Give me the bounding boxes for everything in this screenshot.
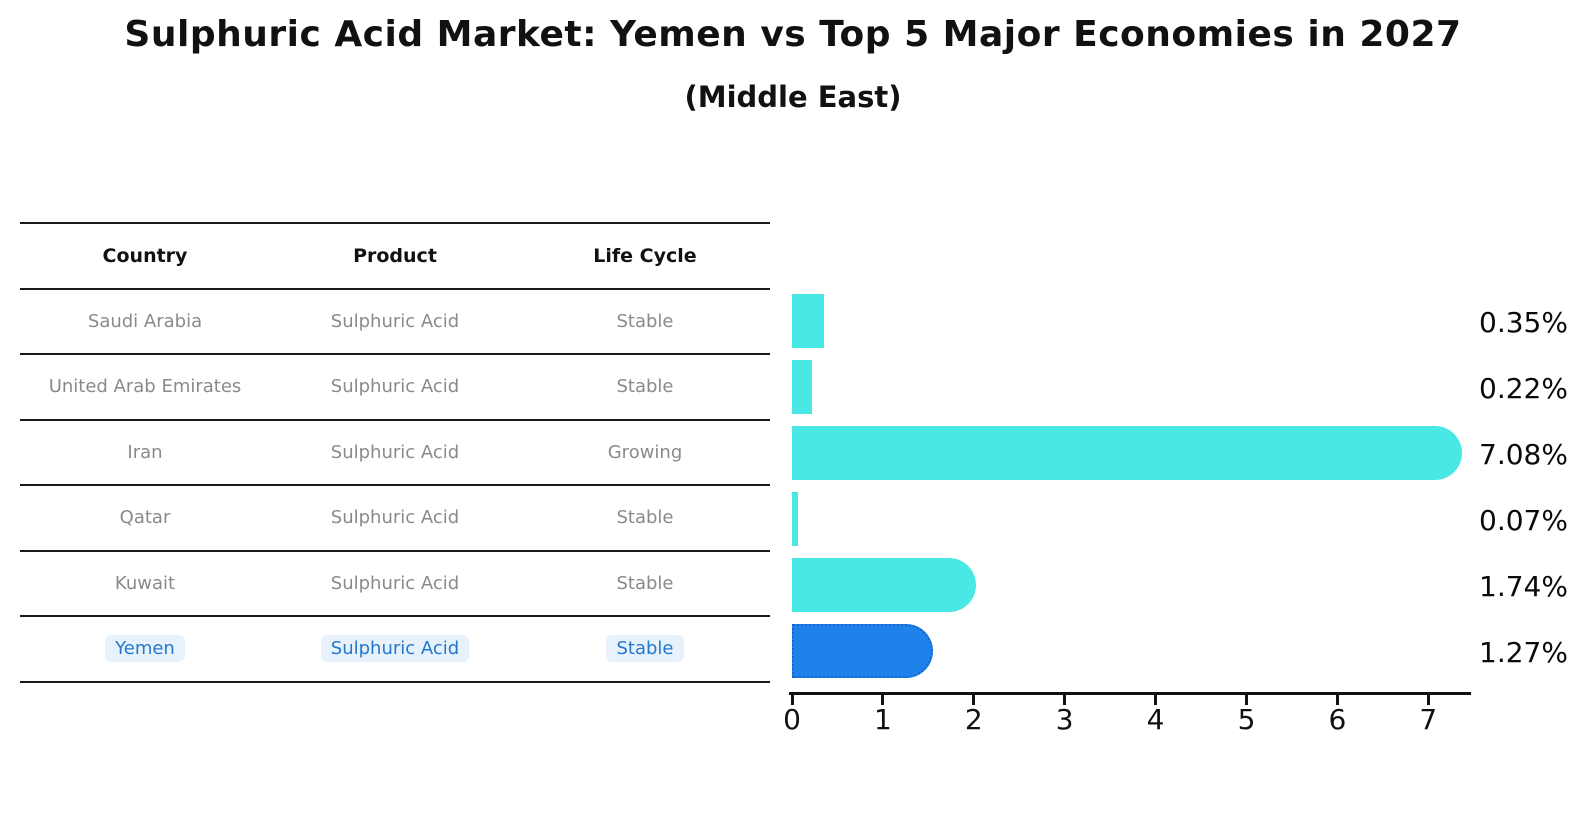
x-axis-line [789,691,1471,695]
table-row: United Arab Emirates Sulphuric Acid Stab… [20,355,770,421]
x-axis-tick-label: 7 [1419,703,1438,736]
bar-value-label: 1.27% [1479,636,1568,669]
cell-life-cycle: Stable [616,507,674,529]
x-axis-tick [1335,695,1339,705]
cell-country: Yemen [20,635,270,663]
x-axis-tick-label: 0 [783,703,801,736]
table-row: Qatar Sulphuric Acid Stable [20,486,770,552]
country-table: Country Product Life Cycle Saudi Arabia … [20,222,770,683]
cell-life-cycle: Stable [520,635,770,663]
table-header-row: Country Product Life Cycle [20,224,770,290]
table-row-yemen: Yemen Sulphuric Acid Stable [20,617,770,683]
cell-product: Sulphuric Acid [270,635,520,663]
page-title: Sulphuric Acid Market: Yemen vs Top 5 Ma… [124,14,1462,55]
cell-country: Iran [127,441,163,463]
bar-yemen[interactable] [792,624,934,678]
cell-product: Sulphuric Acid [330,572,460,594]
column-header-product: Product [353,244,437,267]
cell-country: United Arab Emirates [48,376,242,398]
x-axis-tick [972,695,976,705]
bar-kuwait[interactable] [792,558,977,612]
bar-united-arab-emirates[interactable] [792,360,812,414]
table-row: Saudi Arabia Sulphuric Acid Stable [20,290,770,355]
x-axis-tick [1426,695,1430,705]
bar-value-label: 0.22% [1479,372,1568,405]
cell-life-cycle: Stable [616,376,674,398]
page-subtitle: (Middle East) [684,80,902,114]
x-axis-tick [881,695,885,705]
bar-value-label: 1.74% [1479,570,1568,603]
bar-value-label: 7.08% [1479,438,1568,471]
column-header-life-cycle: Life Cycle [593,244,697,267]
column-header-country: Country [102,244,188,267]
table-row: Iran Sulphuric Acid Growing [20,421,770,486]
x-axis-tick-label: 1 [873,703,892,736]
x-axis-tick-label: 4 [1146,703,1165,736]
cell-country: Saudi Arabia [87,310,203,332]
cell-country: Kuwait [114,572,176,594]
x-axis-tick-label: 5 [1237,703,1256,736]
bar-value-label: 0.07% [1479,504,1568,537]
table-row: Kuwait Sulphuric Acid Stable [20,552,770,617]
x-axis-tick-label: 6 [1328,703,1347,736]
cell-life-cycle: Growing [607,441,683,463]
x-axis-tick [1154,695,1158,705]
x-axis-tick [1063,695,1067,705]
bar-value-label: 0.35% [1479,306,1568,339]
x-axis-tick-label: 2 [964,703,983,736]
x-axis-tick [1245,695,1248,705]
cell-country: Qatar [119,507,171,529]
cell-life-cycle: Stable [616,572,674,594]
cell-product: Sulphuric Acid [330,376,460,398]
bar-iran[interactable] [792,426,1462,480]
bar-saudi-arabia[interactable] [792,294,824,348]
cell-life-cycle: Stable [616,310,674,332]
cell-product: Sulphuric Acid [330,441,460,463]
bar-qatar[interactable] [792,492,799,546]
x-axis-tick-label: 3 [1055,703,1074,736]
x-axis-tick [790,695,794,705]
cell-product: Sulphuric Acid [330,507,460,529]
cell-product: Sulphuric Acid [330,310,460,332]
